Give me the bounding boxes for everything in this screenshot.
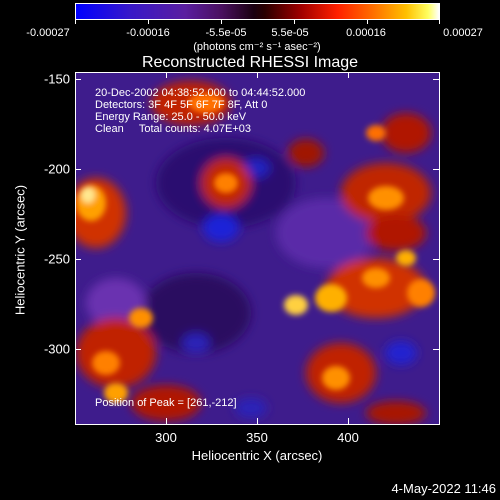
colorbar-tick — [148, 20, 149, 24]
colorbar-tick — [75, 20, 76, 24]
y-axis-title: Heliocentric Y (arcsec) — [12, 184, 28, 316]
y-tick-label: -200 — [43, 161, 70, 177]
colorbar-units: (photons cm⁻² s⁻¹ asec⁻²) — [193, 41, 321, 53]
x-axis-title: Heliocentric X (arcsec) — [191, 448, 323, 463]
y-tick-label: -300 — [43, 341, 70, 357]
y-tick — [433, 259, 439, 260]
y-tick — [433, 169, 439, 170]
y-tick — [433, 349, 439, 350]
peak-position-label: Position of Peak = [261,-212] — [95, 397, 237, 409]
rhessi-image-plot — [75, 72, 440, 425]
y-tick — [75, 169, 81, 170]
y-tick-label: -250 — [43, 251, 70, 267]
rhessi-heatmap — [76, 73, 439, 424]
y-tick-label: -150 — [43, 71, 70, 87]
colorbar-label: 0.00016 — [346, 27, 386, 39]
x-tick-label: 300 — [155, 430, 177, 445]
x-tick-label: 350 — [246, 430, 268, 445]
energy-range-label: Energy Range: 25.0 - 50.0 keV — [95, 111, 247, 123]
clean-counts-label: Clean Total counts: 4.07E+03 — [95, 123, 252, 135]
colorbar-tick — [221, 20, 222, 24]
y-tick — [75, 259, 81, 260]
x-tick — [257, 418, 258, 424]
colorbar-label: -5.5e-05 — [205, 27, 247, 39]
colorbar-tick — [294, 20, 295, 24]
x-tick — [348, 72, 349, 78]
x-tick-label: 400 — [337, 430, 359, 445]
colorbar-tick — [367, 20, 368, 24]
date-stamp: 4-May-2022 11:46 — [391, 481, 496, 496]
image-title: Reconstructed RHESSI Image — [141, 54, 359, 71]
y-tick — [75, 349, 81, 350]
y-tick — [433, 79, 439, 80]
x-tick — [257, 72, 258, 78]
colorbar-tick — [439, 20, 440, 24]
colorbar-label: 5.5e-05 — [271, 27, 309, 39]
time-range-label: 20-Dec-2002 04:38:52.000 to 04:44:52.000 — [95, 87, 306, 99]
detectors-label: Detectors: 3F 4F 5F 6F 7F 8F, Att 0 — [95, 99, 268, 111]
x-tick — [166, 418, 167, 424]
colorbar — [75, 3, 440, 20]
colorbar-label: -0.00027 — [26, 27, 70, 39]
x-tick — [166, 72, 167, 78]
colorbar-label: 0.00027 — [443, 27, 483, 39]
colorbar-label: -0.00016 — [126, 27, 170, 39]
y-tick — [75, 79, 81, 80]
x-tick — [348, 418, 349, 424]
